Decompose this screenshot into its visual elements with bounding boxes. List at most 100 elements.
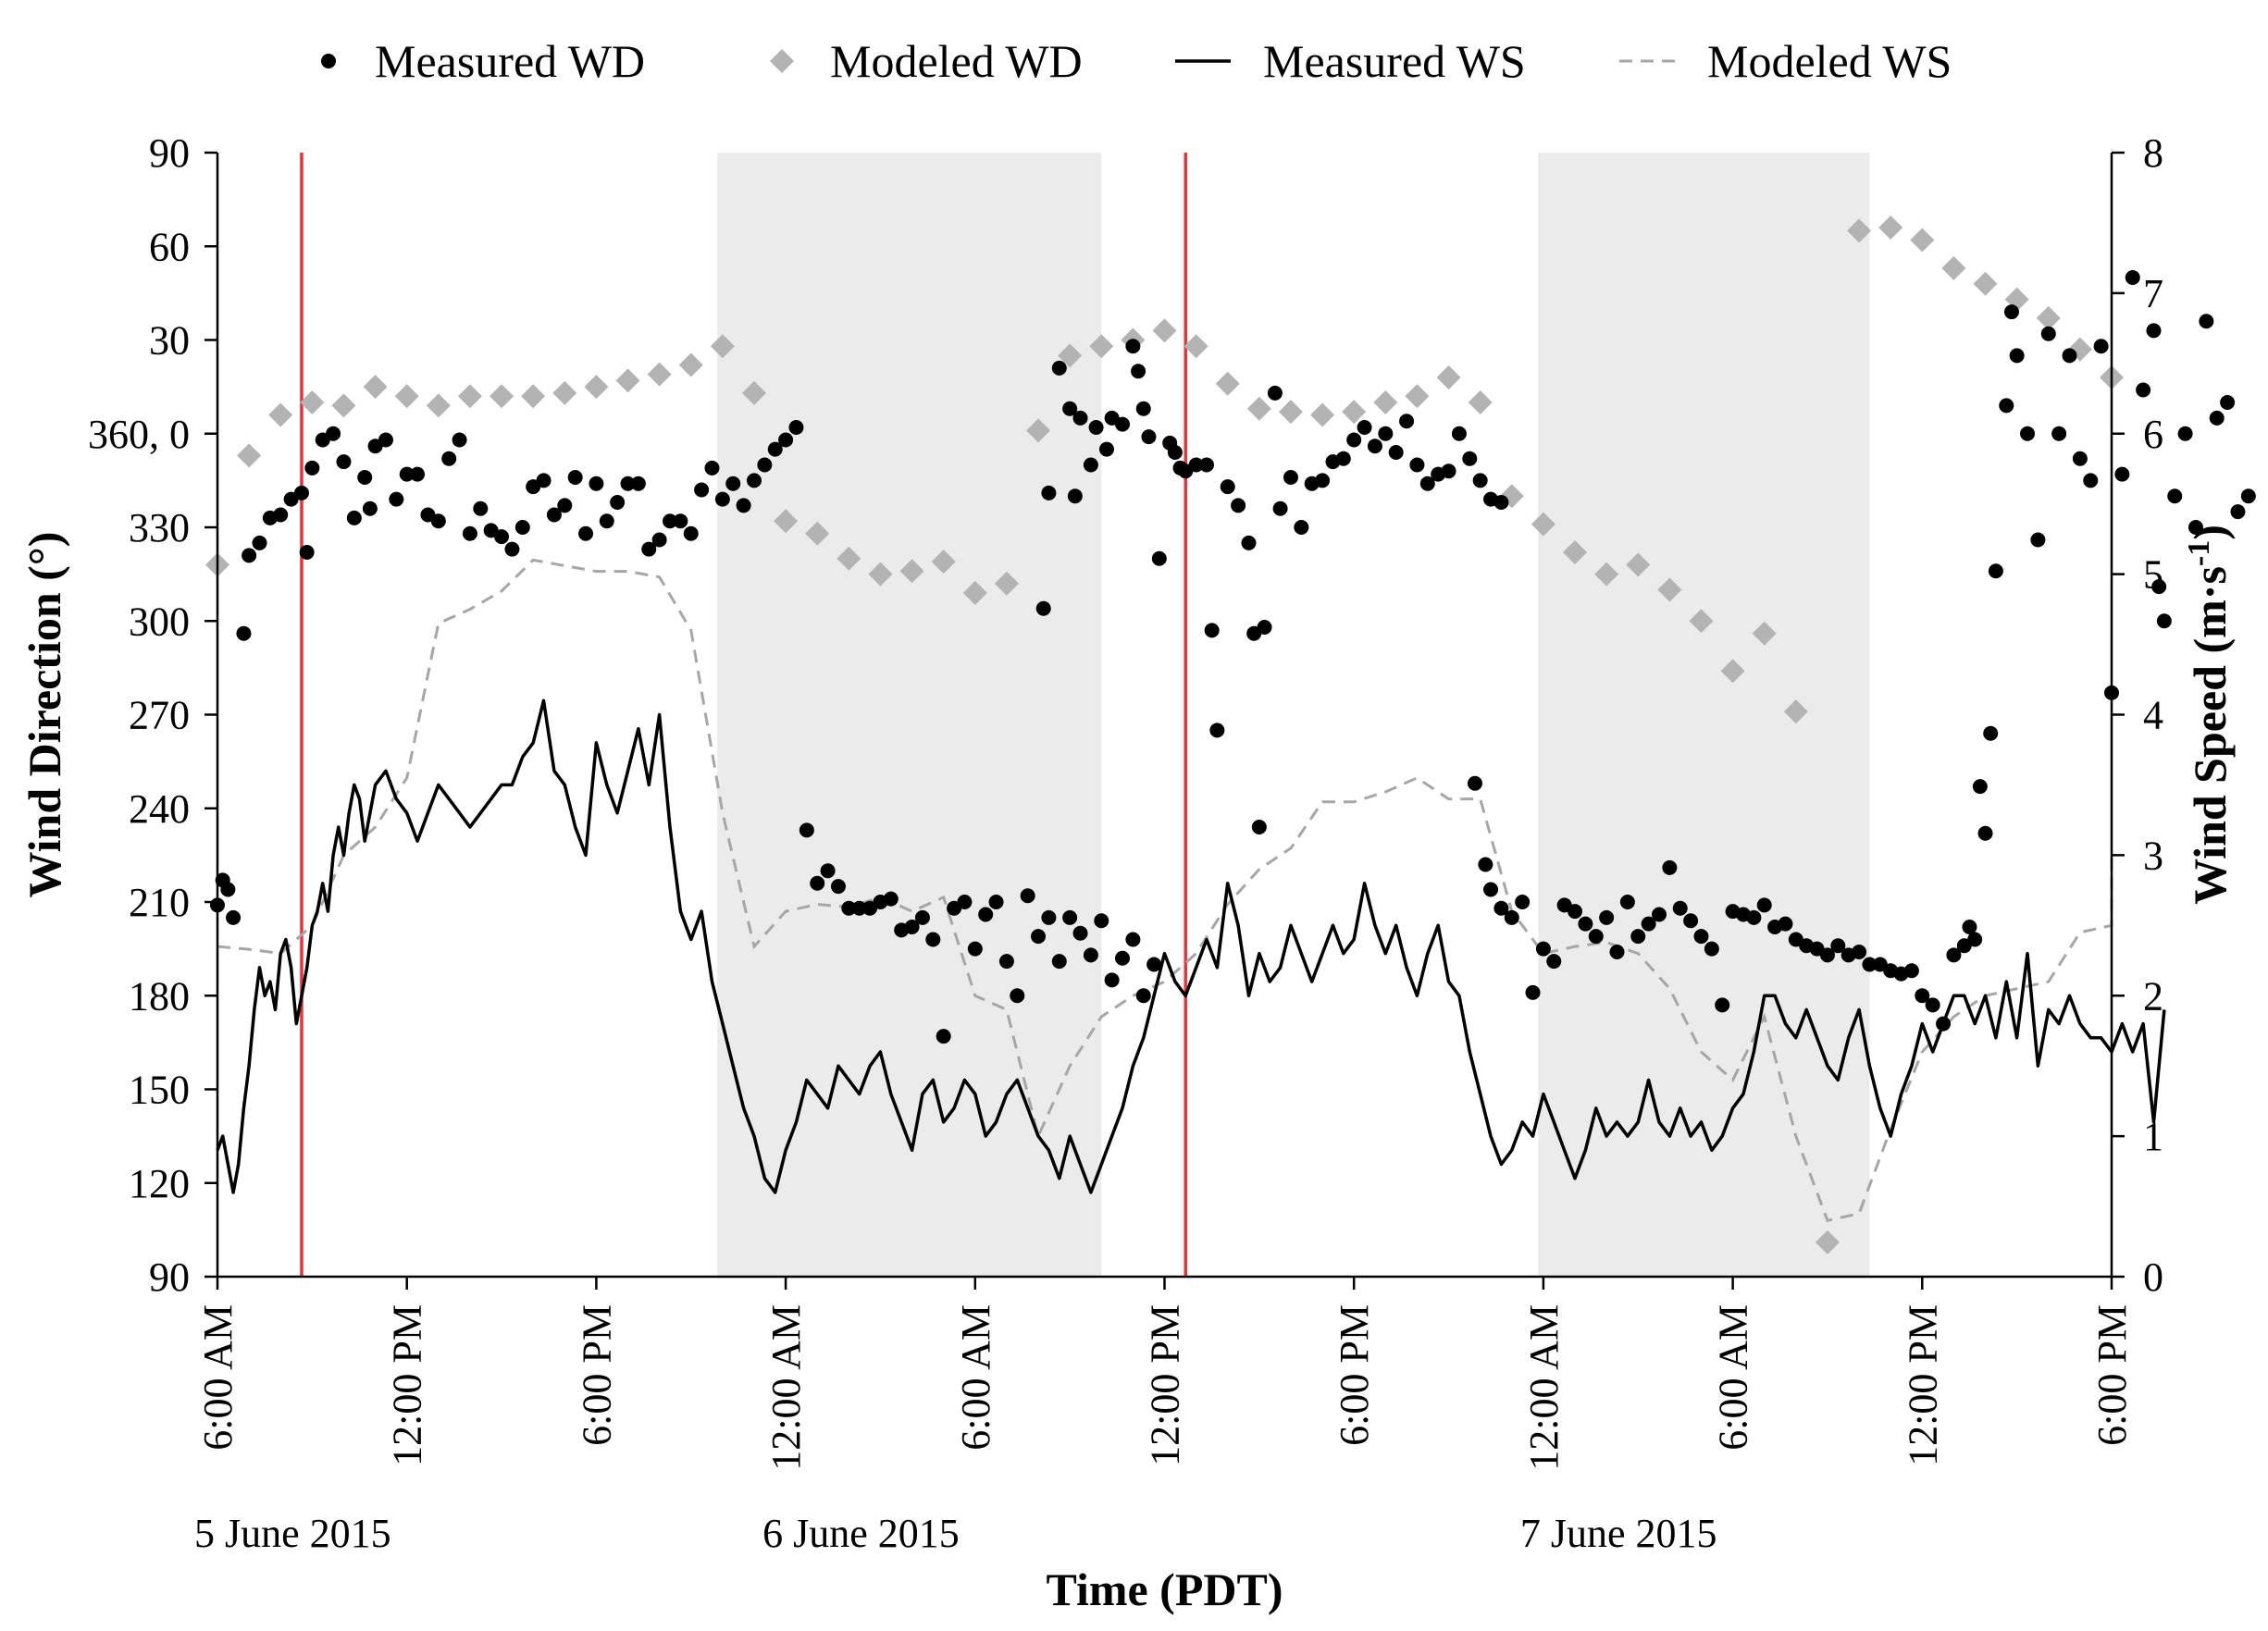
modeled-ws-layer [217,558,2113,1223]
modeled-wd-point [1689,609,1714,634]
measured-wd-point [357,470,373,485]
measured-wd-point [1125,339,1141,354]
x-tick-label: 6:00 PM [2089,1304,2135,1446]
measured-wd-point [1367,439,1382,454]
measured-wd-point [1051,360,1067,376]
measured-wd-point [1294,520,1309,535]
measured-wd-point [1662,859,1678,875]
modeled-wd-point [741,380,766,405]
measured-wd-point [1462,451,1478,466]
measured-wd-point [1041,485,1057,500]
y-right-tick-label: 5 [2143,552,2163,598]
shaded-period-2 [1538,153,1870,1277]
modeled-wd-point [962,580,987,605]
modeled-wd-point [268,402,293,427]
modeled-wd-point [426,393,451,418]
measured-wd-point [1715,997,1730,1013]
measured-wd-point [2003,304,2019,320]
measured-wd-point [2220,395,2236,410]
measured-wd-point [1283,470,1298,485]
modeled-wd-point [1657,577,1682,602]
y-right-tick-label: 4 [2143,693,2163,738]
modeled-wd-point [1941,255,1966,280]
measured-wd-point [1357,420,1372,435]
measured-wd-point [1135,988,1151,1004]
measured-wd-point [630,476,646,491]
x-tick-label: 12:00 AM [763,1304,809,1471]
modeled-wd-point [1310,402,1335,427]
reference-lines [300,153,1187,1277]
measured-wd-point [1493,495,1509,510]
measured-wd-point [841,900,857,916]
measured-wd-point [988,895,1004,909]
measured-wd-point [1419,476,1435,491]
measured-wd-point [883,891,899,907]
measured-wd-point [410,466,426,482]
measured-wd-point [1388,445,1404,460]
measured-wd-point [1315,473,1331,488]
x-tick-label: 12:00 AM [1521,1304,1567,1471]
measured-wd-point [1088,420,1104,435]
modeled-wd-point [237,443,262,468]
y-left-tick-label: 60 [149,224,190,269]
measured-wd-point [1862,957,1878,972]
measured-wd-point [2187,520,2203,535]
measured-wd-point [599,513,614,529]
measured-wd-point [1131,364,1146,379]
measured-wd-point [1467,775,1482,791]
measured-wd-point [304,460,320,476]
measured-wd-point [1925,997,1940,1013]
measured-wd-point [1915,988,1930,1004]
measured-wd-point [2240,488,2256,504]
measured-wd-point [252,535,267,550]
measured-wd-layer [210,270,2256,1044]
measured-wd-point [1967,932,1983,947]
measured-wd-point [830,879,846,895]
measured-wd-point [925,932,941,947]
measured-wd-point [1493,900,1509,916]
legend-label: Measured WS [1263,35,1526,87]
measured-wd-point [1051,954,1067,970]
measured-wd-point [2051,426,2067,441]
measured-wd-point [494,529,510,545]
x-tick-label: 6:00 AM [953,1304,998,1451]
measured-wd-point [1083,457,1098,473]
measured-wd-point [1135,401,1151,416]
measured-wd-point [1104,972,1120,988]
measured-wd-point [326,426,341,441]
measured-wd-point [1251,820,1267,834]
y-right-tick-label: 8 [2143,130,2163,176]
measured-wd-point [462,525,477,541]
measured-wd-point [399,466,415,482]
measured-wd-point [1599,909,1615,925]
measured-wd-point [430,513,446,529]
measured-wd-point [1683,913,1699,929]
modeled-wd-point [1973,271,1998,296]
modeled-wd-point [394,384,419,409]
measured-wd-point [1704,941,1719,957]
measured-wd-point [1472,473,1488,488]
modeled-wd-point [1752,621,1777,646]
measured-wd-point [2083,473,2099,488]
measured-wd-point [725,476,741,491]
measured-wd-point [1072,925,1088,941]
measured-wd-point [336,454,352,470]
measured-wd-point [273,507,289,523]
measured-wd-point [378,432,393,448]
measured-wd-point [641,541,657,557]
measured-wd-point [1756,897,1772,913]
measured-wd-point [1335,451,1351,466]
modeled-wd-point [837,546,861,571]
measured-wd-point [788,420,804,435]
measured-wd-point [2230,504,2246,520]
measured-wd-point [1778,916,1793,932]
measured-wd-point [799,822,814,838]
measured-wd-point [1568,904,1583,920]
measured-wd-point [1094,913,1109,929]
measured-wd-point [2151,579,2167,595]
measured-wd-point [2209,410,2225,426]
measured-wd-point [2146,323,2162,339]
measured-wd-point [694,482,710,498]
measured-wd-point [346,510,362,525]
